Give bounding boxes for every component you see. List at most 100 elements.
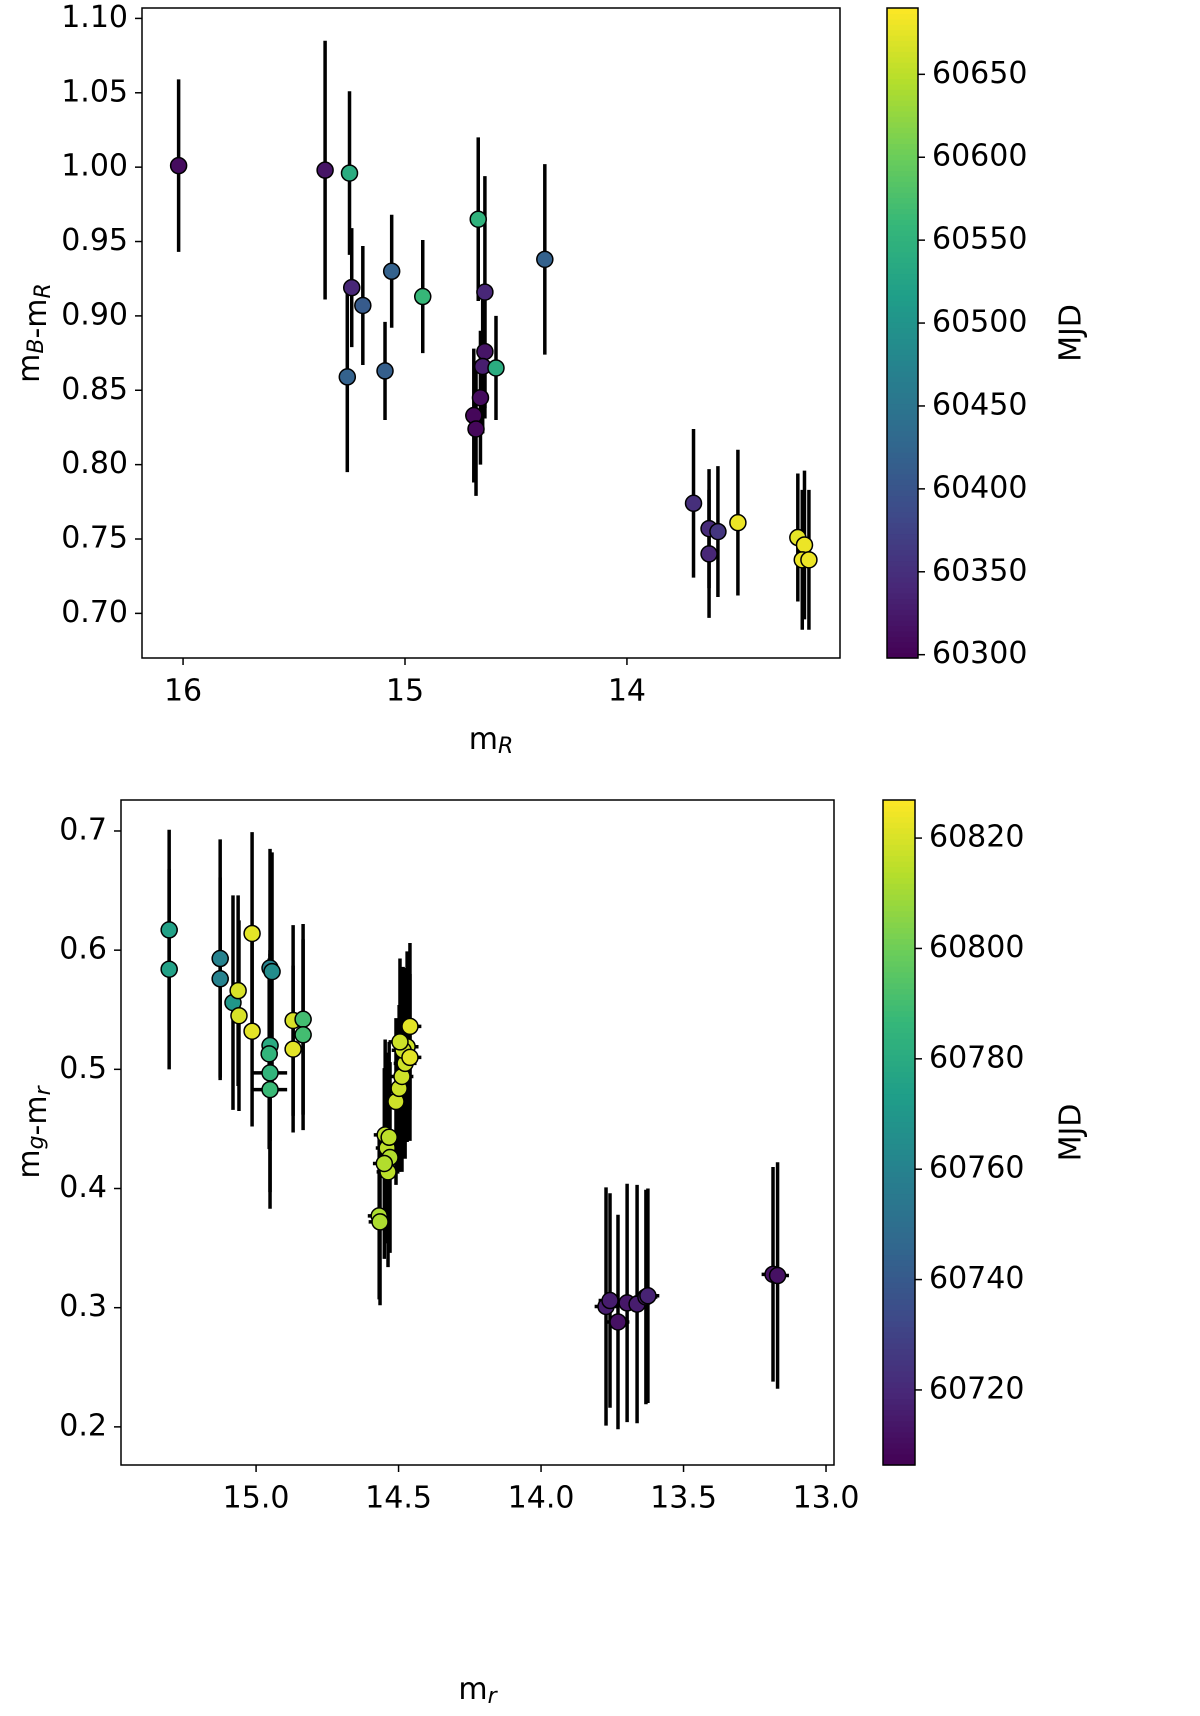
x-axis-label: mr (458, 1672, 498, 1710)
colorbar-segment (887, 468, 918, 475)
colorbar-segment (883, 1337, 915, 1344)
colorbar-segment (887, 305, 918, 312)
point (476, 283, 494, 301)
colorbar-segment (883, 1287, 915, 1294)
colorbar-segment (887, 116, 918, 123)
colorbar-segment (887, 175, 918, 182)
colorbar-segment (887, 441, 918, 448)
colorbar-segment (887, 630, 918, 637)
colorbar-segment (883, 1016, 915, 1023)
colorbar-segment (883, 1387, 915, 1394)
y-tick-label: 0.70 (61, 595, 128, 630)
colorbar-segment (883, 1265, 915, 1272)
colorbar-segment (883, 1138, 915, 1145)
colorbar-segment (883, 1115, 915, 1123)
colorbar-segment (883, 1309, 915, 1316)
colorbar-segment (887, 89, 918, 96)
plot-area (169, 40, 818, 630)
colorbar-segment (883, 1204, 915, 1211)
y-axis-label-sub: r (31, 1084, 56, 1095)
colorbar-segment (883, 1110, 915, 1117)
point (342, 278, 361, 297)
colorbar-segment (887, 560, 918, 567)
colorbar-segment (883, 938, 915, 945)
colorbar-segment (887, 262, 918, 269)
colorbar-segment (883, 1193, 915, 1200)
colorbar-segment (887, 370, 918, 377)
colorbar-segment (887, 110, 918, 117)
colorbar-tick-label: 60740 (929, 1261, 1024, 1296)
colorbar-segment (883, 993, 915, 1001)
colorbar-segment (883, 1066, 915, 1073)
colorbar-label: MJD (1054, 1104, 1089, 1162)
point (340, 164, 359, 182)
colorbar-segment (887, 446, 918, 453)
colorbar-segment (883, 960, 915, 967)
y-tick-label: 1.05 (61, 74, 128, 109)
point (243, 924, 261, 943)
colorbar-tick-label: 60600 (932, 139, 1027, 174)
colorbar-segment (883, 1376, 915, 1383)
colorbar-segment (887, 490, 918, 497)
colorbar-segment (887, 311, 918, 318)
colorbar-segment (883, 1398, 915, 1405)
colorbar-segment (887, 636, 918, 643)
y-tick-label: 0.5 (59, 1051, 107, 1086)
x-axis-label-part: m (458, 1672, 487, 1707)
x-tick-label: 13.0 (793, 1481, 860, 1516)
point (401, 1048, 419, 1067)
point (284, 1040, 302, 1058)
colorbar-segment (883, 1021, 915, 1028)
colorbar-segment (887, 403, 918, 410)
colorbar-segment (887, 121, 918, 128)
colorbar-segment (883, 1199, 915, 1206)
colorbar-segment (883, 944, 915, 951)
colorbar-segment (883, 949, 915, 956)
colorbar-segment (887, 609, 918, 616)
colorbar-segment (887, 593, 918, 600)
x-axis-label-part: m (469, 722, 498, 757)
y-tick-label: 0.95 (61, 223, 128, 258)
colorbar-segment (887, 565, 918, 572)
point (601, 1291, 619, 1310)
colorbar-segment (887, 18, 918, 25)
colorbar-segment (887, 127, 918, 134)
colorbar-segment (883, 955, 915, 962)
colorbar-segment (887, 479, 918, 486)
point (700, 545, 718, 563)
colorbar-segment (883, 1293, 915, 1300)
y-tick-label: 0.75 (61, 521, 128, 556)
x-axis-label: mR (469, 722, 514, 760)
colorbar-segment (883, 899, 915, 906)
colorbar-segment (883, 1304, 915, 1311)
point (609, 1313, 627, 1331)
point (382, 262, 401, 281)
colorbar-segment (887, 338, 918, 345)
colorbar-segment (883, 1459, 915, 1466)
point (338, 368, 357, 386)
colorbar-segment (883, 888, 915, 895)
colorbar-segment (883, 883, 915, 890)
x-tick-label: 16 (164, 674, 202, 709)
colorbar-segment (883, 1354, 915, 1361)
y-tick-label: 0.6 (59, 932, 107, 967)
colorbar-segment (883, 1392, 915, 1400)
colorbar-segment (887, 387, 918, 394)
colorbar-segment (887, 603, 918, 610)
point (263, 962, 281, 981)
colorbar-segment (887, 29, 918, 36)
colorbar-tick-label: 60780 (929, 1040, 1024, 1075)
colorbar-segment (883, 1010, 915, 1017)
colorbar-segment (887, 45, 918, 52)
point (729, 513, 747, 532)
point (160, 960, 178, 978)
colorbar-segment (887, 94, 918, 101)
colorbar-segment (883, 1271, 915, 1278)
colorbar-segment (883, 822, 915, 829)
colorbar-tick-label: 60450 (932, 387, 1027, 422)
colorbar-segment (887, 349, 918, 356)
colorbar-segment (887, 360, 918, 367)
point (261, 1080, 279, 1099)
point (536, 250, 554, 269)
colorbar-segment (887, 24, 918, 31)
